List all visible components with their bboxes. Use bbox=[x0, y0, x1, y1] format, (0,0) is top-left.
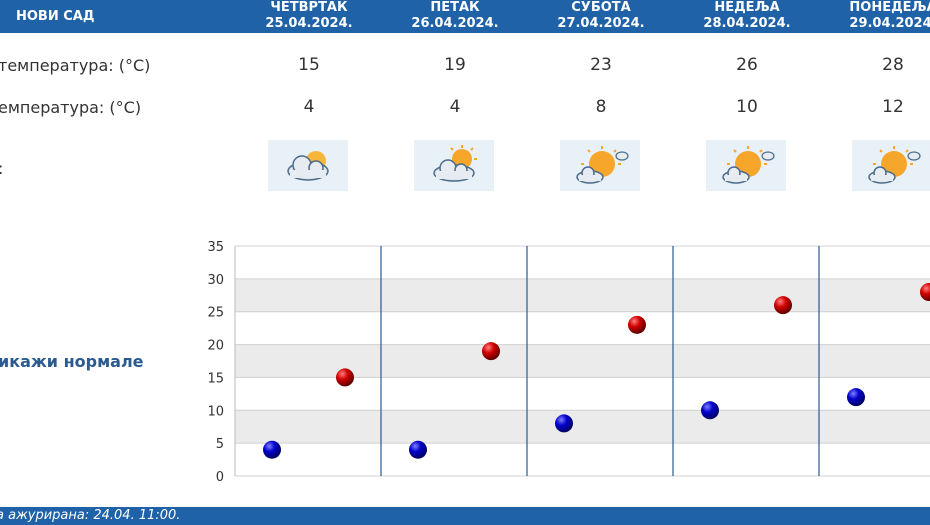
day-header-1: ЧЕТВРТАК 25.04.2024. bbox=[244, 0, 374, 32]
partly-cloudy-icon bbox=[414, 140, 494, 191]
min-temp-point bbox=[555, 414, 573, 433]
header-bar: НОВИ САД ЧЕТВРТАК 25.04.2024. ПЕТАК 26.0… bbox=[0, 0, 930, 33]
grid-band bbox=[235, 410, 930, 444]
weather-icon-label: : bbox=[0, 159, 3, 178]
grid-band bbox=[235, 246, 930, 279]
day-name: СУБОТА bbox=[571, 0, 631, 15]
show-normals-toggle[interactable]: икажи нормале bbox=[0, 352, 144, 371]
day-date: 27.04.2024. bbox=[557, 16, 645, 31]
y-tick-label: 35 bbox=[207, 240, 224, 255]
max-temp-point bbox=[774, 296, 792, 315]
max-temp-value: 28 bbox=[882, 55, 904, 75]
max-temp-point bbox=[628, 315, 646, 334]
max-temp-point bbox=[482, 342, 500, 361]
min-temp-value: 10 bbox=[736, 97, 758, 117]
day-header-5: ПОНЕДЕЉА 29.04.2024. bbox=[828, 0, 930, 32]
y-tick-label: 5 bbox=[216, 437, 224, 452]
mostly-sunny-icon bbox=[706, 140, 786, 191]
day-header-4: НЕДЕЉА 28.04.2024. bbox=[682, 0, 812, 32]
day-date: 25.04.2024. bbox=[265, 16, 353, 31]
min-temp-value: 8 bbox=[595, 97, 607, 117]
day-header-2: ПЕТАК 26.04.2024. bbox=[390, 0, 520, 32]
max-temp-value: 19 bbox=[444, 55, 466, 75]
min-temp-value: 12 bbox=[882, 97, 904, 117]
temperature-chart: 0 5 10 15 20 25 30 35 bbox=[207, 240, 930, 485]
y-tick-label: 15 bbox=[207, 371, 224, 386]
max-temp-label: температура: (°C) bbox=[0, 56, 151, 75]
day-date: 28.04.2024. bbox=[703, 16, 791, 31]
min-temp-value: 4 bbox=[449, 97, 461, 117]
day-name: ПОНЕДЕЉА bbox=[849, 0, 930, 15]
y-tick-label: 25 bbox=[207, 306, 224, 321]
mostly-sunny-icon bbox=[852, 140, 930, 191]
footer-bar: а ажурирана: 24.04. 11:00. bbox=[0, 507, 930, 525]
city-name: НОВИ САД bbox=[16, 9, 95, 24]
min-temp-point bbox=[701, 401, 719, 420]
y-tick-label: 20 bbox=[207, 339, 224, 354]
grid-band bbox=[235, 443, 930, 476]
partly-cloudy-icon bbox=[268, 140, 348, 191]
max-temp-value: 15 bbox=[298, 55, 320, 75]
min-temp-point bbox=[847, 388, 865, 407]
max-temp-point bbox=[920, 283, 930, 301]
day-date: 29.04.2024. bbox=[849, 16, 930, 31]
day-name: ПЕТАК bbox=[430, 0, 480, 15]
mostly-sunny-icon bbox=[560, 140, 640, 191]
max-temp-point bbox=[336, 368, 354, 387]
day-name: НЕДЕЉА bbox=[714, 0, 780, 15]
min-temp-label: емпература: (°C) bbox=[0, 98, 142, 117]
day-date: 26.04.2024. bbox=[411, 16, 499, 31]
grid-band bbox=[235, 311, 930, 345]
max-temp-value: 26 bbox=[736, 55, 758, 75]
y-tick-label: 0 bbox=[216, 470, 224, 485]
max-temp-value: 23 bbox=[590, 55, 612, 75]
day-name: ЧЕТВРТАК bbox=[270, 0, 348, 15]
last-updated-text: а ажурирана: 24.04. 11:00. bbox=[0, 508, 181, 523]
min-temp-point bbox=[409, 440, 427, 459]
min-temp-point bbox=[263, 440, 281, 459]
grid-band bbox=[235, 278, 930, 312]
y-tick-label: 30 bbox=[207, 273, 224, 288]
day-header-3: СУБОТА 27.04.2024. bbox=[536, 0, 666, 32]
y-tick-label: 10 bbox=[207, 404, 224, 419]
min-temp-value: 4 bbox=[303, 97, 315, 117]
